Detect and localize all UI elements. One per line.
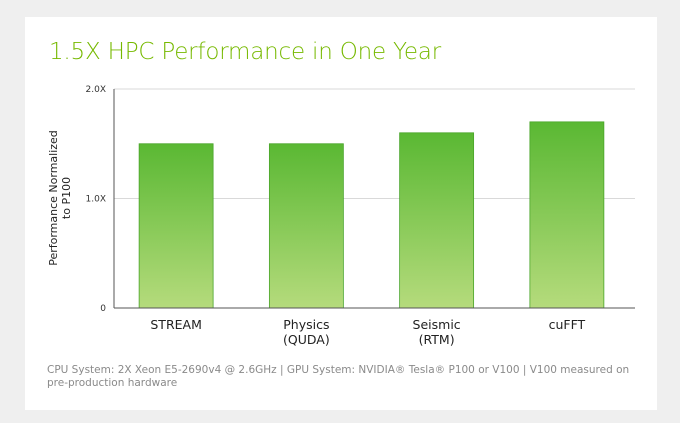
chart-card: 1.5X HPC Performance in One Year 0 1.0X 2.…: [25, 17, 657, 410]
footnote: CPU System: 2X Xeon E5-2690v4 @ 2.6GHz |…: [47, 364, 630, 389]
category-label: (QUDA): [283, 332, 330, 347]
category-label: cuFFT: [549, 317, 586, 332]
category-labels: STREAM Physics(QUDA) Seismic(RTM) cuFFT: [150, 317, 585, 347]
category-label: Seismic: [413, 317, 461, 332]
chart-title: 1.5X HPC Performance in One Year: [49, 39, 441, 65]
y-axis-label-line: to P100: [60, 177, 73, 219]
y-tick-label: 2.0X: [86, 85, 106, 95]
bar: [268, 143, 344, 309]
bar: [399, 132, 475, 309]
axes: [113, 89, 635, 309]
y-axis-label: Performance Normalized to P100: [47, 130, 73, 266]
bar: [529, 121, 605, 309]
y-axis-label-line: Performance Normalized: [47, 130, 60, 266]
category-label: (RTM): [419, 332, 455, 347]
category-label: Physics: [283, 317, 329, 332]
y-tick-label: 1.0X: [86, 195, 106, 205]
category-label: STREAM: [150, 317, 202, 332]
bars: [138, 121, 605, 309]
bar-chart: 0 1.0X 2.0X STREAM Physics(QUDA) Seismic(RTM…: [47, 85, 635, 347]
bar: [138, 143, 214, 309]
y-tick-labels: 0 1.0X 2.0X: [86, 85, 107, 314]
y-tick-label: 0: [100, 304, 106, 314]
